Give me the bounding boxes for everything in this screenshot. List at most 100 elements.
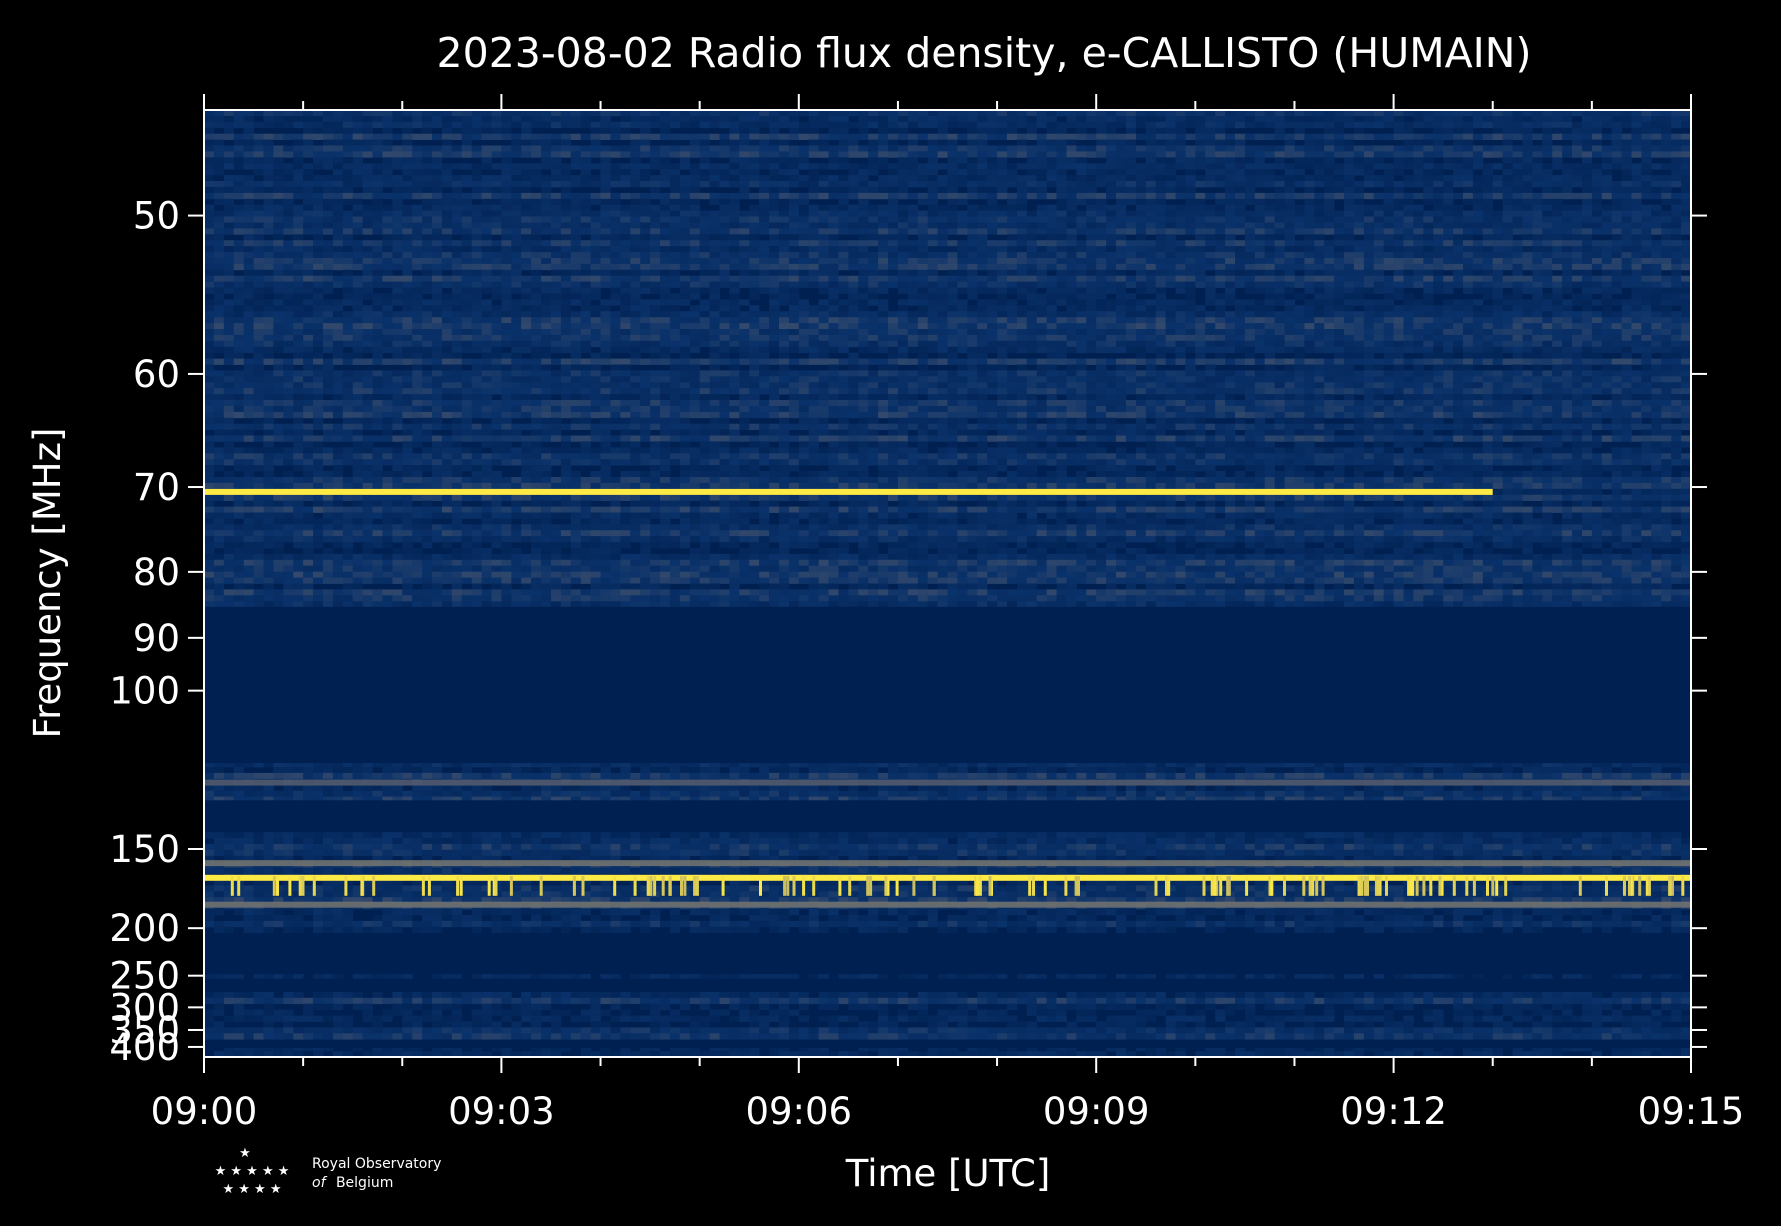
heatmap-cell	[1225, 139, 1236, 146]
heatmap-cell	[1076, 311, 1087, 318]
heatmap-cell	[1116, 287, 1127, 294]
heatmap-cell	[1324, 258, 1335, 265]
heatmap-cell	[382, 317, 393, 324]
heatmap-cell	[947, 169, 958, 176]
heatmap-cell	[808, 151, 819, 158]
heatmap-cell	[1502, 246, 1513, 253]
heatmap-cell	[729, 293, 740, 300]
heatmap-cell	[1175, 311, 1186, 318]
heatmap-cell	[204, 222, 215, 229]
heatmap-cell	[788, 317, 800, 324]
heatmap-cell	[1165, 222, 1176, 229]
heatmap-cell	[1532, 263, 1543, 271]
heatmap-cell	[432, 192, 443, 200]
heatmap-cell	[521, 145, 532, 152]
heatmap-cell	[1443, 222, 1454, 229]
heatmap-cell	[1314, 163, 1325, 170]
heatmap-cell	[1294, 240, 1305, 247]
heatmap-cell	[1235, 240, 1246, 247]
heatmap-cell	[868, 163, 879, 170]
heatmap-cell	[1532, 151, 1543, 158]
heatmap-cell	[1235, 269, 1246, 277]
heatmap-cell	[888, 115, 899, 123]
heatmap-cell	[1681, 305, 1692, 312]
heatmap-cell	[551, 240, 562, 247]
heatmap-cell	[412, 281, 423, 288]
heatmap-cell	[1086, 287, 1097, 294]
heatmap-cell	[1235, 181, 1246, 188]
heatmap-cell	[620, 275, 631, 282]
heatmap-cell	[640, 246, 651, 253]
heatmap-cell	[1106, 163, 1117, 170]
heatmap-cell	[1611, 204, 1622, 211]
heatmap-cell	[590, 198, 601, 206]
heatmap-cell	[1324, 145, 1335, 152]
heatmap-cell	[1334, 293, 1345, 300]
heatmap-cell	[1344, 181, 1355, 188]
heatmap-cell	[1254, 246, 1266, 253]
heatmap-cell	[1175, 163, 1186, 170]
heatmap-cell	[769, 192, 780, 200]
heatmap-cell	[451, 163, 463, 170]
heatmap-cell	[818, 110, 829, 117]
heatmap-cell	[719, 198, 730, 206]
heatmap-cell	[1472, 133, 1484, 140]
heatmap-cell	[897, 145, 909, 152]
heatmap-cell	[1016, 181, 1028, 188]
heatmap-cell	[1443, 263, 1454, 271]
heatmap-cell	[997, 252, 1008, 259]
heatmap-cell	[1264, 204, 1275, 211]
heatmap-cell	[1601, 121, 1613, 129]
heatmap-cell	[927, 317, 938, 324]
heatmap-cell	[1225, 252, 1236, 259]
heatmap-cell	[967, 246, 978, 253]
heatmap-cell	[1314, 311, 1325, 318]
heatmap-cell	[1235, 305, 1246, 312]
heatmap-cell	[531, 192, 542, 200]
heatmap-cell	[1661, 163, 1672, 170]
heatmap-cell	[1205, 181, 1216, 188]
heatmap-cell	[263, 311, 274, 318]
heatmap-cell	[1125, 263, 1137, 271]
heatmap-cell	[1195, 210, 1206, 217]
heatmap-cell	[1413, 151, 1424, 158]
heatmap-cell	[1641, 210, 1652, 217]
heatmap-cell	[1601, 287, 1613, 294]
heatmap-cell	[1641, 281, 1652, 288]
heatmap-cell	[560, 198, 572, 206]
heatmap-cell	[1016, 263, 1028, 271]
heatmap-cell	[650, 287, 661, 294]
heatmap-cell	[283, 293, 294, 300]
heatmap-cell	[1096, 175, 1107, 182]
heatmap-cell	[422, 281, 433, 288]
heatmap-cell	[828, 258, 839, 265]
heatmap-cell	[1007, 175, 1018, 182]
heatmap-cell	[1066, 204, 1077, 211]
heatmap-cell	[412, 305, 423, 312]
heatmap-cell	[1463, 252, 1474, 259]
heatmap-cell	[1621, 246, 1632, 253]
heatmap-cell	[1235, 299, 1246, 306]
heatmap-cell	[580, 323, 591, 330]
heatmap-cell	[243, 263, 254, 271]
heatmap-cell	[1076, 151, 1087, 158]
heatmap-cell	[501, 186, 512, 194]
heatmap-cell	[1671, 145, 1682, 152]
heatmap-cell	[1304, 181, 1315, 188]
heatmap-cell	[501, 305, 512, 312]
heatmap-cell	[600, 228, 611, 235]
heatmap-cell	[719, 145, 730, 152]
heatmap-cell	[977, 222, 988, 229]
heatmap-cell	[213, 169, 225, 176]
heatmap-cell	[590, 216, 601, 223]
heatmap-cell	[1453, 175, 1464, 182]
heatmap-cell	[739, 269, 750, 277]
heatmap-cell	[362, 222, 373, 229]
heatmap-cell	[937, 110, 948, 117]
heatmap-cell	[1244, 275, 1256, 282]
heatmap-cell	[838, 192, 849, 200]
heatmap-cell	[501, 133, 512, 140]
heatmap-cell	[461, 234, 472, 241]
heatmap-cell	[551, 228, 562, 235]
heatmap-cell	[1591, 287, 1603, 294]
